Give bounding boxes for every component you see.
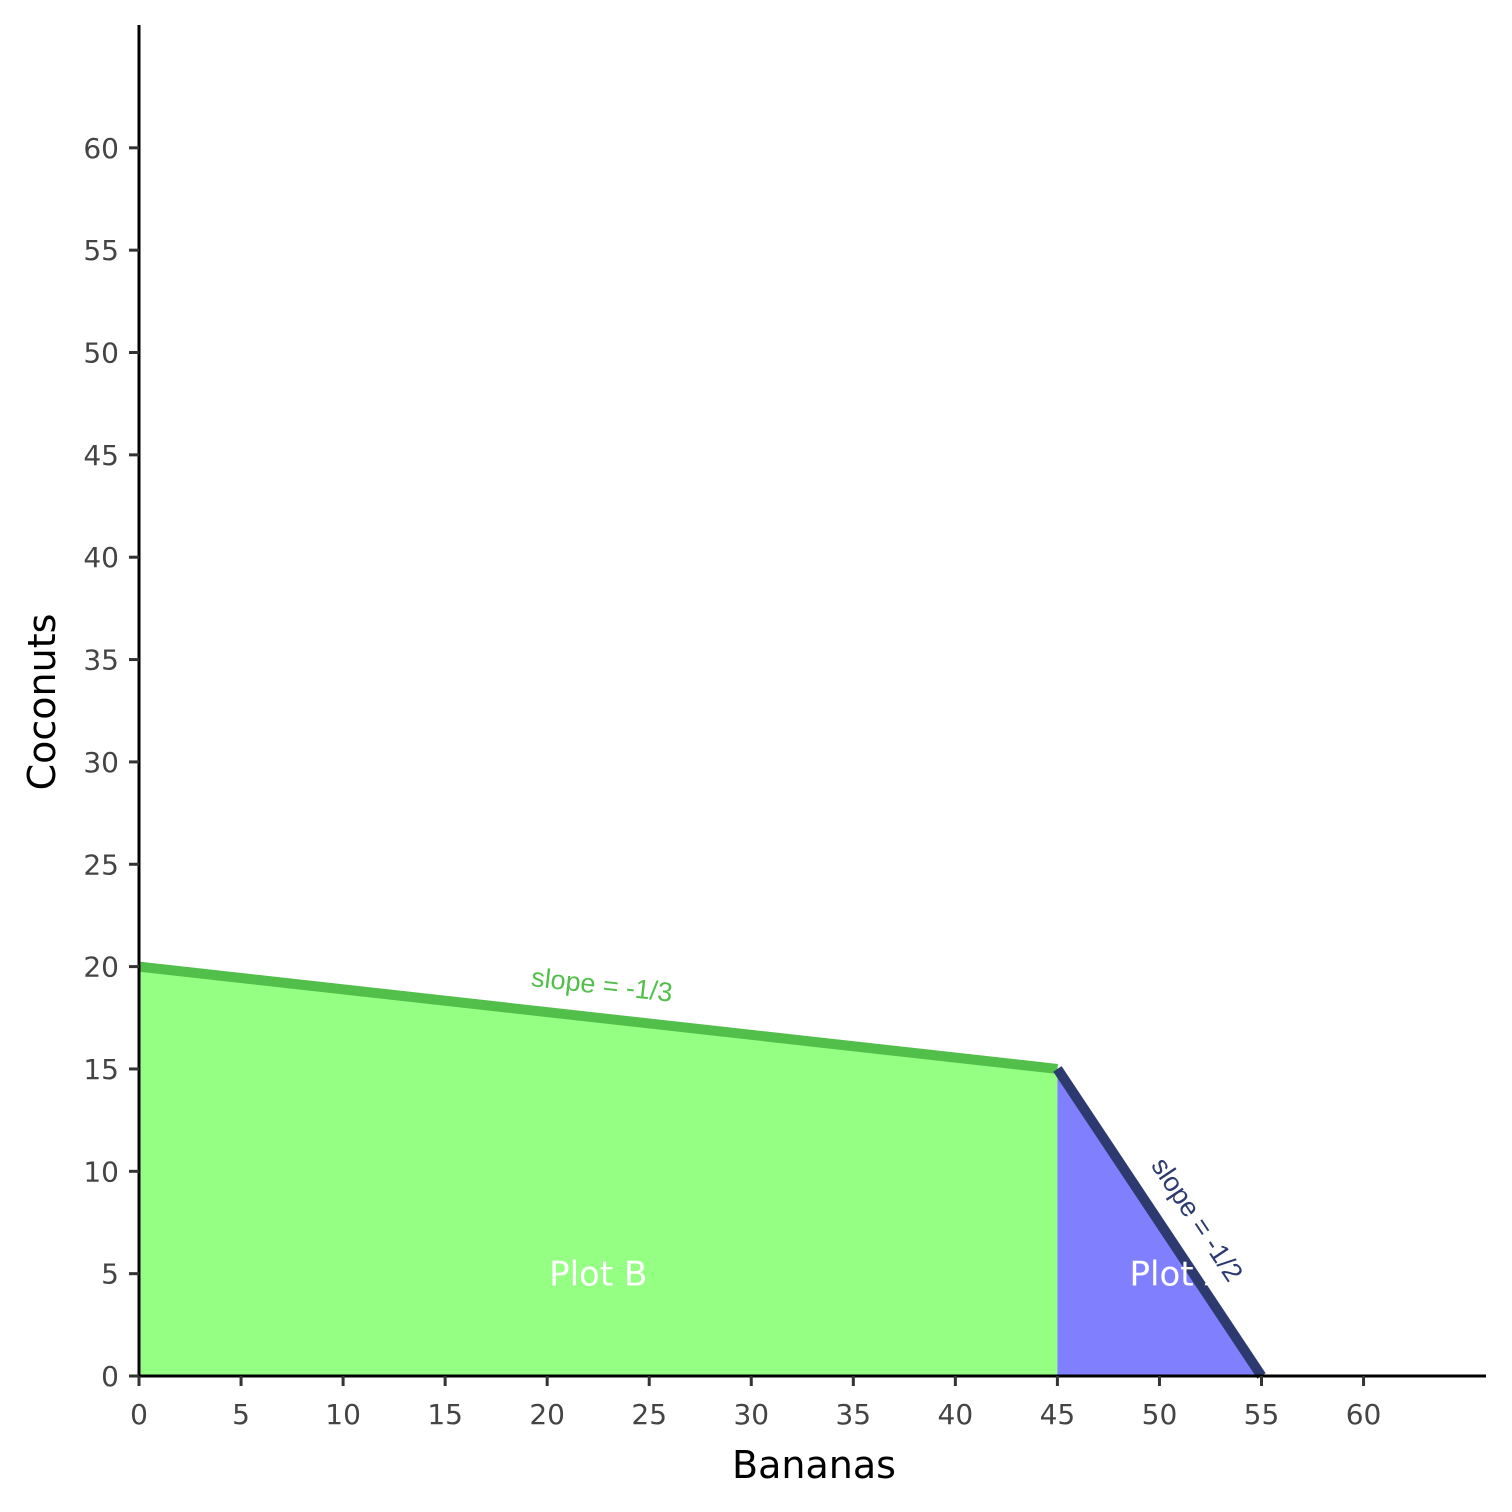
- plot-b-slope-label: slope = -1/3: [530, 962, 674, 1008]
- x-tick-label: 50: [1142, 1398, 1178, 1431]
- y-tick-label: 35: [83, 644, 119, 677]
- y-tick-label: 10: [83, 1155, 119, 1188]
- axes-layer: 0 5 10 15 20 25 30 35 40 45 50 55 60 0 5 10 15 20 25 30 35 40…: [83, 25, 1486, 1431]
- y-tick-label: 55: [83, 234, 119, 267]
- x-tick-label: 0: [130, 1398, 148, 1431]
- plot-b-area: [139, 966, 1058, 1376]
- y-tick-label: 0: [101, 1360, 119, 1393]
- x-tick-label: 60: [1346, 1398, 1382, 1431]
- y-tick-label: 30: [83, 746, 119, 779]
- y-axis-title: Coconuts: [20, 614, 64, 791]
- y-tick-label: 25: [83, 848, 119, 881]
- y-tick-label: 40: [83, 541, 119, 574]
- plot-b-frontier-line: [138, 961, 1058, 1074]
- x-tick-label: 10: [325, 1398, 361, 1431]
- x-tick-label: 5: [232, 1398, 250, 1431]
- x-tick-label: 25: [631, 1398, 667, 1431]
- x-tick-label: 30: [733, 1398, 769, 1431]
- y-tick-label: 45: [83, 439, 119, 472]
- y-tick-label: 5: [101, 1258, 119, 1291]
- y-tick-label: 50: [83, 337, 119, 370]
- plot-b-label: Plot B: [549, 1255, 647, 1295]
- plot-a-label: Plot A: [1130, 1255, 1228, 1295]
- x-tick-label: 15: [427, 1398, 463, 1431]
- y-tick-label: 60: [83, 132, 119, 165]
- x-tick-label: 45: [1040, 1398, 1076, 1431]
- y-tick-label: 15: [83, 1053, 119, 1086]
- edges-layer: [138, 961, 1266, 1379]
- x-axis-title: Bananas: [732, 1443, 896, 1487]
- x-tick-label: 55: [1244, 1398, 1280, 1431]
- x-tick-label: 35: [835, 1398, 871, 1431]
- plot-a-frontier-line: [1053, 1066, 1266, 1379]
- y-tick-label: 20: [83, 951, 119, 984]
- x-tick-label: 40: [938, 1398, 974, 1431]
- x-tick-label: 20: [529, 1398, 565, 1431]
